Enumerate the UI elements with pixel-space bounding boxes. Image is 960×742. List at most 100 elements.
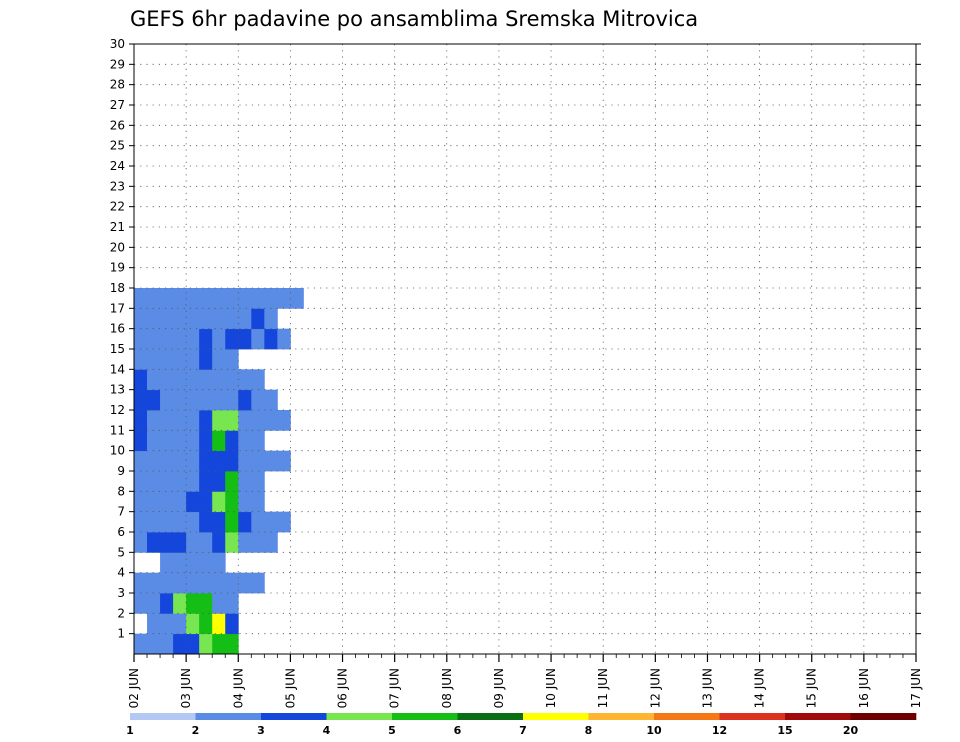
colorbar-label: 6 bbox=[454, 724, 462, 737]
heatmap-cell bbox=[264, 288, 278, 309]
y-tick-label: 14 bbox=[110, 362, 125, 376]
heatmap-cell bbox=[147, 410, 161, 431]
y-tick-label: 9 bbox=[117, 464, 125, 478]
colorbar-label: 20 bbox=[843, 724, 859, 737]
heatmap-cell bbox=[199, 430, 213, 452]
heatmap-cell bbox=[251, 491, 265, 513]
heatmap-cell bbox=[186, 349, 200, 370]
heatmap-cell bbox=[225, 410, 239, 431]
y-tick-label: 4 bbox=[117, 566, 125, 580]
colorbar-segment bbox=[457, 713, 524, 720]
x-tick-label: 02 JUN bbox=[127, 668, 141, 708]
heatmap-cell bbox=[173, 308, 187, 330]
heatmap-cell bbox=[225, 389, 239, 411]
heatmap-cell bbox=[212, 572, 226, 594]
heatmap-cell bbox=[251, 369, 265, 391]
heatmap-cell bbox=[238, 430, 252, 452]
heatmap-cell bbox=[199, 349, 213, 370]
colorbar-segment bbox=[392, 713, 458, 720]
colorbar-label: 8 bbox=[585, 724, 593, 737]
heatmap-cell bbox=[238, 410, 252, 431]
heatmap-cell bbox=[147, 430, 161, 452]
heatmap-cell bbox=[134, 450, 148, 472]
heatmap-cell bbox=[225, 633, 239, 655]
heatmap-cell bbox=[264, 532, 278, 553]
heatmap-cell bbox=[199, 572, 213, 594]
heatmap-cell bbox=[199, 633, 213, 655]
y-tick-label: 8 bbox=[117, 484, 125, 498]
colorbar-segment bbox=[850, 713, 917, 720]
x-tick-label: 12 JUN bbox=[648, 668, 662, 708]
heatmap-cell bbox=[147, 349, 161, 370]
heatmap-cell bbox=[225, 369, 239, 391]
y-axis: 1234567891011121314151617181920212223242… bbox=[110, 37, 921, 641]
heatmap-cell bbox=[173, 328, 187, 350]
heatmap-cell bbox=[160, 369, 174, 391]
heatmap-cell bbox=[238, 532, 252, 553]
heatmap-cell bbox=[147, 369, 161, 391]
heatmap-cell bbox=[147, 491, 161, 513]
y-tick-label: 3 bbox=[117, 586, 125, 600]
heatmap-cell bbox=[160, 410, 174, 431]
heatmap-cell bbox=[225, 593, 239, 614]
y-tick-label: 2 bbox=[117, 606, 125, 620]
y-tick-label: 15 bbox=[110, 342, 125, 356]
heatmap-cell bbox=[238, 308, 252, 330]
y-tick-label: 11 bbox=[110, 423, 125, 437]
y-tick-label: 12 bbox=[110, 403, 125, 417]
heatmap-cell bbox=[251, 532, 265, 553]
heatmap-cell bbox=[225, 308, 239, 330]
heatmap-cell bbox=[160, 450, 174, 472]
colorbar-segment bbox=[195, 713, 262, 720]
heatmap-cell bbox=[225, 511, 239, 533]
heatmap-cell bbox=[212, 288, 226, 309]
x-axis: 02 JUN 03 JUN 04 JUN 05 JUN 06 JUN 07 JUN 08 J… bbox=[127, 654, 923, 708]
heatmap-cell bbox=[160, 511, 174, 533]
heatmap-cell bbox=[134, 328, 148, 350]
heatmap-cell bbox=[134, 349, 148, 370]
x-tick-label: 10 JUN bbox=[544, 668, 558, 708]
heatmap-cell bbox=[147, 288, 161, 309]
heatmap-cell bbox=[160, 633, 174, 655]
heatmap-cell bbox=[199, 308, 213, 330]
heatmap-cell bbox=[186, 471, 200, 492]
heatmap-cell bbox=[251, 288, 265, 309]
heatmap-cell bbox=[147, 328, 161, 350]
heatmap-cell bbox=[134, 633, 148, 655]
colorbar-segment bbox=[130, 713, 196, 720]
colorbar-label: 4 bbox=[323, 724, 331, 737]
heatmap-cell bbox=[186, 389, 200, 411]
heatmap-cell bbox=[277, 410, 291, 431]
heatmap-cell bbox=[199, 471, 213, 492]
y-tick-label: 24 bbox=[110, 159, 125, 173]
heatmap-cell bbox=[173, 471, 187, 492]
colorbar-label: 2 bbox=[192, 724, 200, 737]
heatmap-cell bbox=[251, 511, 265, 533]
heatmap-cell bbox=[160, 552, 174, 574]
heatmap-cell bbox=[277, 288, 291, 309]
heatmap-cell bbox=[173, 633, 187, 655]
x-tick-label: 06 JUN bbox=[336, 668, 350, 708]
heatmap-cell bbox=[212, 410, 226, 431]
x-tick-label: 16 JUN bbox=[857, 668, 871, 708]
heatmap-cell bbox=[264, 308, 278, 330]
heatmap-cell bbox=[134, 430, 148, 452]
heatmap-cell bbox=[186, 369, 200, 391]
heatmap-cell bbox=[225, 491, 239, 513]
chart-title: GEFS 6hr padavine po ansamblima Sremska … bbox=[130, 7, 698, 31]
heatmap-cell bbox=[134, 511, 148, 533]
heatmap-cell bbox=[173, 552, 187, 574]
heatmap-cell bbox=[238, 572, 252, 594]
colorbar-segment bbox=[326, 713, 393, 720]
heatmap-cell bbox=[186, 328, 200, 350]
heatmap-cell bbox=[212, 308, 226, 330]
heatmap-cell bbox=[173, 288, 187, 309]
y-tick-label: 7 bbox=[117, 505, 125, 519]
heatmap-cell bbox=[160, 491, 174, 513]
x-tick-label: 03 JUN bbox=[179, 668, 193, 708]
heatmap-cell bbox=[199, 532, 213, 553]
heatmap-cell bbox=[173, 593, 187, 614]
heatmap-cell bbox=[186, 593, 200, 614]
heatmap-cell bbox=[160, 471, 174, 492]
